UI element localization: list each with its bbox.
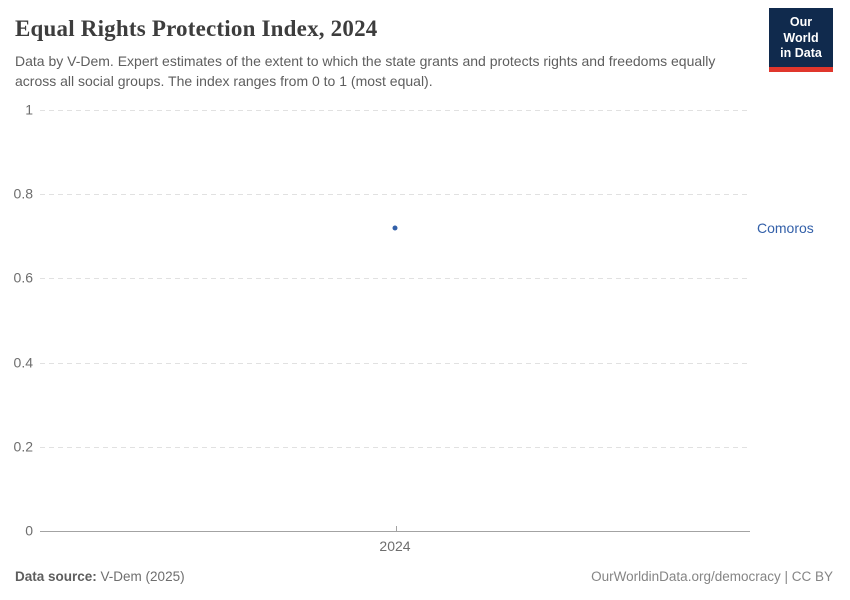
gridline <box>40 194 750 196</box>
data-source-value: V-Dem (2025) <box>100 569 185 584</box>
gridline <box>40 362 750 364</box>
owid-logo: Our World in Data <box>769 8 833 72</box>
owid-logo-line2: in Data <box>780 46 822 60</box>
y-tick-label: 0.6 <box>13 270 33 287</box>
chart-title: Equal Rights Protection Index, 2024 <box>15 16 378 41</box>
chart-subtitle: Data by V-Dem. Expert estimates of the e… <box>15 53 716 89</box>
x-tick-mark <box>395 526 397 531</box>
y-tick-label: 0 <box>25 522 33 539</box>
x-tick-label: 2024 <box>379 538 411 554</box>
y-tick-label: 0.8 <box>13 185 33 202</box>
chart-footer: Data source: V-Dem (2025) OurWorldinData… <box>15 569 833 584</box>
gridline <box>40 110 750 111</box>
data-point-comoros[interactable] <box>392 225 398 231</box>
gridline <box>40 278 750 280</box>
data-source-label: Data source: <box>15 569 97 584</box>
data-source-note: Data source: V-Dem (2025) <box>15 569 185 584</box>
entity-label-comoros[interactable]: Comoros <box>757 219 814 236</box>
y-tick-label: 0.2 <box>13 438 33 455</box>
x-axis-line <box>40 531 750 532</box>
y-tick-label: 1 <box>25 101 33 118</box>
gridline <box>40 446 750 448</box>
y-tick-label: 0.4 <box>13 354 33 371</box>
footer-license: OurWorldinData.org/democracy | CC BY <box>591 569 833 584</box>
owid-logo-line1: Our World <box>783 15 819 45</box>
